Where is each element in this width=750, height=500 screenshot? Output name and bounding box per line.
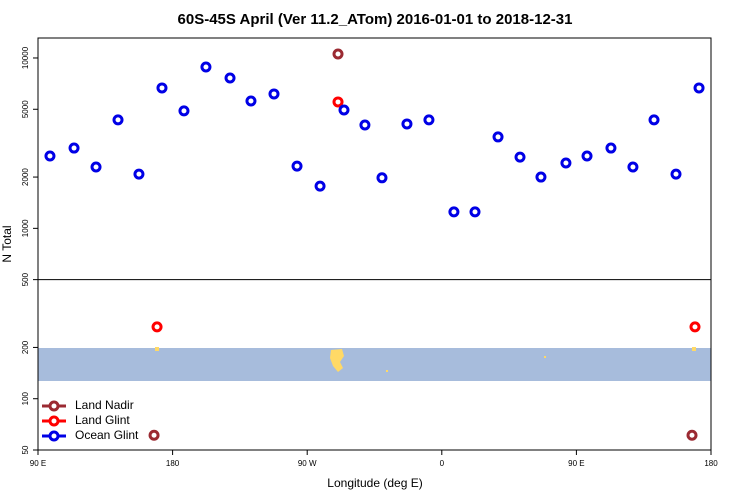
marker [401, 118, 413, 130]
x-tick-label: 180 [704, 459, 718, 468]
ocean-band [38, 348, 711, 381]
marker [670, 168, 682, 180]
marker [224, 72, 236, 84]
x-axis-label: Longitude (deg E) [327, 476, 422, 490]
marker [314, 180, 326, 192]
marker [648, 114, 660, 126]
marker [560, 157, 572, 169]
land [544, 356, 546, 358]
x-tick-label: 90 W [298, 459, 317, 468]
y-tick-label: 100 [21, 391, 30, 405]
legend-marker [48, 415, 60, 427]
marker [627, 161, 639, 173]
x-tick-label: 90 E [568, 459, 584, 468]
legend-label: Land Glint [75, 413, 130, 427]
marker [90, 161, 102, 173]
marker [686, 429, 698, 441]
y-tick-label: 500 [21, 272, 30, 286]
marker [448, 206, 460, 218]
legend-label: Land Nadir [75, 398, 134, 412]
y-tick-label: 50 [21, 445, 30, 454]
y-tick-label: 2000 [21, 168, 30, 186]
marker [338, 104, 350, 116]
x-tick-label: 0 [440, 459, 445, 468]
legend-marker [48, 430, 60, 442]
chart-title: 60S-45S April (Ver 11.2_ATom) 2016-01-01… [178, 11, 573, 28]
land [386, 370, 388, 372]
marker [359, 119, 371, 131]
marker [376, 172, 388, 184]
map-strip [38, 347, 711, 381]
land [155, 347, 159, 351]
marker [332, 96, 344, 108]
marker [423, 114, 435, 126]
legend-marker [48, 400, 60, 412]
land [692, 347, 696, 351]
y-tick-label: 5000 [21, 100, 30, 118]
y-tick-label: 1000 [21, 219, 30, 237]
marker [469, 206, 481, 218]
marker [156, 82, 168, 94]
marker [514, 151, 526, 163]
plot-frame [37, 37, 712, 451]
marker [581, 150, 593, 162]
marker [151, 321, 163, 333]
marker [68, 142, 80, 154]
marker [291, 160, 303, 172]
marker [689, 321, 701, 333]
marker [44, 150, 56, 162]
marker [332, 48, 344, 60]
marker [605, 142, 617, 154]
marker [535, 171, 547, 183]
marker [148, 429, 160, 441]
legend-label: Ocean Glint [75, 428, 139, 442]
marker [133, 168, 145, 180]
marker [268, 88, 280, 100]
marker [112, 114, 124, 126]
x-tick-label: 90 E [30, 459, 46, 468]
marker [492, 131, 504, 143]
marker [693, 82, 705, 94]
x-tick-label: 180 [166, 459, 180, 468]
marker [178, 105, 190, 117]
land [330, 349, 344, 372]
marker [200, 61, 212, 73]
y-axis-label: N Total [0, 225, 14, 262]
y-tick-label: 200 [21, 340, 30, 354]
y-tick-label: 10000 [21, 46, 30, 69]
marker [245, 95, 257, 107]
